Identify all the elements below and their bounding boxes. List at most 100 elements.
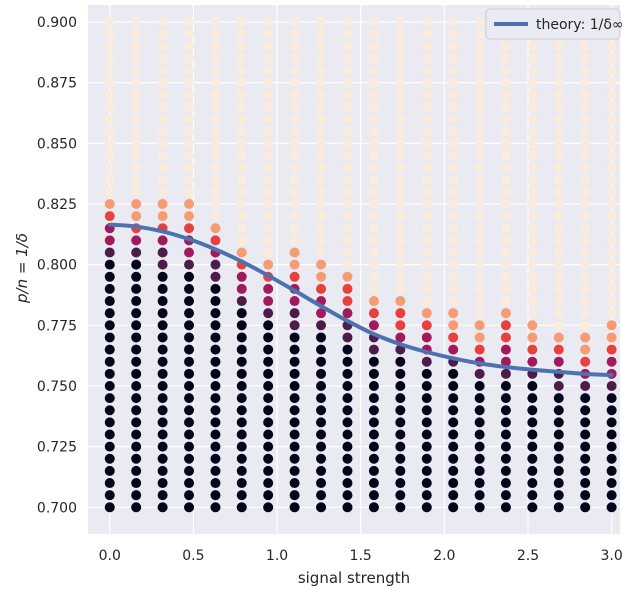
scatter-point xyxy=(606,126,617,137)
scatter-point xyxy=(342,271,353,282)
scatter-point xyxy=(606,393,617,404)
scatter-point xyxy=(421,235,432,246)
scatter-point xyxy=(606,405,617,416)
scatter-point xyxy=(184,271,195,282)
scatter-point xyxy=(184,162,195,173)
scatter-point xyxy=(289,465,300,476)
scatter-point xyxy=(316,77,327,88)
scatter-point xyxy=(289,320,300,331)
scatter-point xyxy=(606,502,617,513)
scatter-point xyxy=(448,41,459,52)
scatter-point xyxy=(210,465,221,476)
scatter-point xyxy=(395,211,406,222)
scatter-point xyxy=(236,211,247,222)
scatter-point xyxy=(553,356,564,367)
scatter-point xyxy=(606,101,617,112)
scatter-point xyxy=(448,283,459,294)
scatter-point xyxy=(316,223,327,234)
scatter-point xyxy=(368,223,379,234)
scatter-point xyxy=(474,478,485,489)
scatter-point xyxy=(210,368,221,379)
scatter-point xyxy=(395,247,406,258)
scatter-point xyxy=(368,380,379,391)
scatter-point xyxy=(606,41,617,52)
scatter-point xyxy=(157,198,168,209)
scatter-point xyxy=(157,162,168,173)
scatter-point xyxy=(474,465,485,476)
scatter-point xyxy=(448,223,459,234)
scatter-point xyxy=(448,89,459,100)
scatter-point xyxy=(421,53,432,64)
scatter-point xyxy=(448,429,459,440)
scatter-point xyxy=(184,77,195,88)
scatter-point xyxy=(580,320,591,331)
scatter-point xyxy=(606,77,617,88)
scatter-point xyxy=(236,247,247,258)
scatter-point xyxy=(474,308,485,319)
scatter-point xyxy=(104,453,115,464)
scatter-point xyxy=(421,271,432,282)
scatter-point xyxy=(184,478,195,489)
scatter-point xyxy=(580,332,591,343)
scatter-point xyxy=(580,247,591,258)
scatter-point xyxy=(421,150,432,161)
scatter-point xyxy=(263,320,274,331)
scatter-point xyxy=(289,247,300,258)
scatter-point xyxy=(395,126,406,137)
scatter-point xyxy=(104,478,115,489)
legend-box xyxy=(485,8,621,40)
scatter-point xyxy=(500,223,511,234)
scatter-point xyxy=(395,356,406,367)
scatter-point xyxy=(263,296,274,307)
scatter-point xyxy=(606,211,617,222)
scatter-point xyxy=(395,393,406,404)
scatter-points xyxy=(104,16,617,513)
scatter-point xyxy=(368,101,379,112)
scatter-point xyxy=(157,186,168,197)
scatter-point xyxy=(104,283,115,294)
scatter-point xyxy=(184,417,195,428)
scatter-point xyxy=(342,453,353,464)
scatter-point xyxy=(104,186,115,197)
scatter-point xyxy=(500,235,511,246)
scatter-point xyxy=(342,308,353,319)
scatter-point xyxy=(395,89,406,100)
scatter-point xyxy=(210,380,221,391)
scatter-point xyxy=(104,126,115,137)
scatter-point xyxy=(580,283,591,294)
scatter-point xyxy=(527,271,538,282)
scatter-point xyxy=(316,283,327,294)
scatter-point xyxy=(606,283,617,294)
scatter-point xyxy=(236,368,247,379)
scatter-point xyxy=(553,89,564,100)
scatter-point xyxy=(527,429,538,440)
scatter-point xyxy=(580,235,591,246)
scatter-point xyxy=(580,126,591,137)
scatter-point xyxy=(236,65,247,76)
scatter-point xyxy=(395,198,406,209)
scatter-point xyxy=(448,271,459,282)
scatter-point xyxy=(606,429,617,440)
scatter-point xyxy=(104,320,115,331)
scatter-point xyxy=(527,308,538,319)
scatter-point xyxy=(157,393,168,404)
scatter-point xyxy=(342,235,353,246)
scatter-point xyxy=(500,198,511,209)
scatter-point xyxy=(263,393,274,404)
scatter-point xyxy=(157,296,168,307)
scatter-point xyxy=(289,41,300,52)
scatter-point xyxy=(316,65,327,76)
scatter-point xyxy=(157,114,168,125)
scatter-point xyxy=(500,247,511,258)
scatter-point xyxy=(104,344,115,355)
scatter-point xyxy=(236,308,247,319)
scatter-point xyxy=(263,453,274,464)
scatter-point xyxy=(210,198,221,209)
scatter-point xyxy=(131,65,142,76)
y-tick-label: 0.750 xyxy=(37,379,77,395)
scatter-point xyxy=(527,223,538,234)
theory-line xyxy=(107,222,614,378)
scatter-point xyxy=(580,186,591,197)
scatter-point xyxy=(289,223,300,234)
scatter-point xyxy=(500,380,511,391)
